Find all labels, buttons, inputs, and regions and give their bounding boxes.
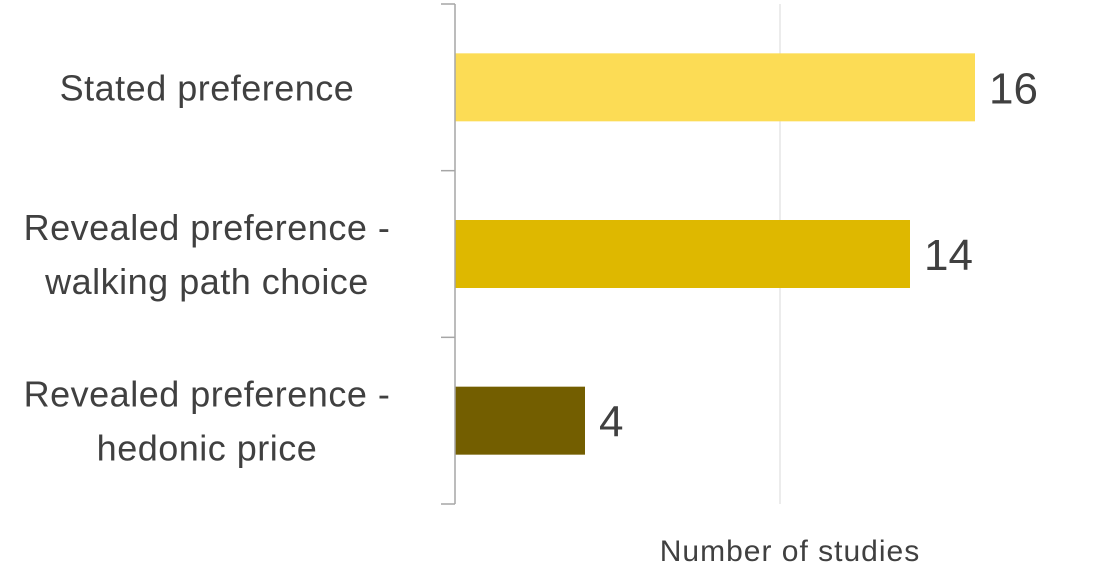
data-label: 14 [924, 231, 973, 280]
data-label: 16 [989, 64, 1038, 113]
y-axis [441, 3, 456, 505]
category-label: Revealed preference - walking path choice [24, 207, 391, 302]
category-label-line: Revealed preference - [24, 207, 391, 248]
category-label-line: walking path choice [44, 261, 369, 302]
bar [455, 53, 975, 122]
category-label: Stated preference [60, 67, 355, 108]
bar [455, 386, 585, 455]
data-label: 4 [599, 398, 623, 447]
category-label-line: Revealed preference - [24, 374, 391, 415]
x-axis-title: Number of studies [660, 535, 920, 568]
bars [455, 53, 975, 455]
category-label-line: Stated preference [60, 67, 355, 108]
bar [455, 220, 910, 288]
category-labels: Stated preference Revealed preference - wa… [24, 67, 391, 469]
category-label-line: hedonic price [97, 428, 318, 469]
data-labels: 16 14 4 [599, 64, 1038, 446]
category-label: Revealed preference - hedonic price [24, 374, 391, 469]
